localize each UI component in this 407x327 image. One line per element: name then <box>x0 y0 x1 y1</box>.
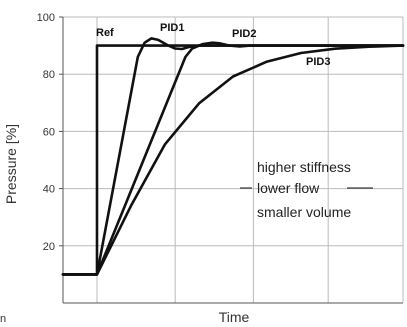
series-label-pid3: PID3 <box>306 56 330 68</box>
y-tick-label: 80 <box>43 69 55 81</box>
series-lines <box>61 37 405 276</box>
annotation: higher stiffness lower flow smaller volu… <box>240 159 373 220</box>
stray-text: n <box>0 313 6 325</box>
annotation-line-1: higher stiffness <box>257 159 351 175</box>
series-label-pid2: PID2 <box>232 28 256 40</box>
annotation-line-3: smaller volume <box>257 204 351 220</box>
y-tick-label: 40 <box>43 184 55 196</box>
x-axis-label: Time <box>219 309 250 325</box>
y-axis-label: Pressure [%] <box>3 124 19 204</box>
series-line-pid2 <box>61 41 405 276</box>
series-line-pid3 <box>61 44 405 276</box>
series-label-ref: Ref <box>96 27 114 39</box>
y-tick-label: 20 <box>43 241 55 253</box>
grid <box>62 16 404 304</box>
series-labels: Ref PID1 PID2 PID3 <box>96 22 330 68</box>
annotation-line-2: lower flow <box>257 180 320 196</box>
y-axis-ticks: 20 40 60 80 100 <box>37 12 63 253</box>
series-label-pid1: PID1 <box>160 22 184 34</box>
y-tick-label: 60 <box>43 126 55 138</box>
y-tick-label: 100 <box>37 12 55 24</box>
series-line-pid1 <box>61 37 405 276</box>
